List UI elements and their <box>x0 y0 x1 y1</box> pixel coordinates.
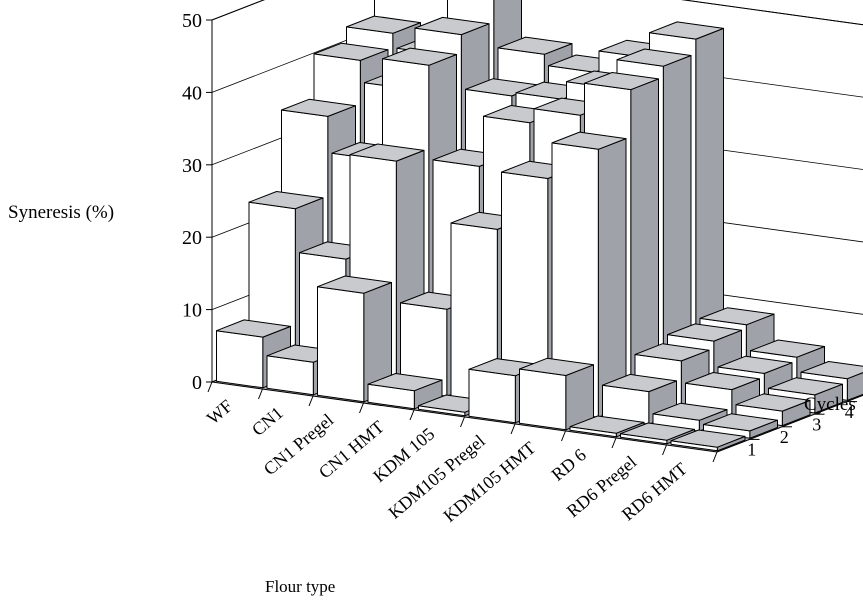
bar-top-face <box>616 48 692 67</box>
bar-top-face <box>652 402 728 421</box>
bar-top-face <box>634 343 710 362</box>
bar-side-face <box>597 138 627 418</box>
bar-top-face <box>649 21 724 40</box>
bar-top-face <box>216 319 291 338</box>
x-tick-mark-1 <box>258 388 263 400</box>
bar-top-face <box>248 191 324 210</box>
z-axis-label: Cycles <box>804 394 856 415</box>
x-tick-mark-2 <box>308 395 314 407</box>
y-tick-label-50: 50 <box>182 10 202 32</box>
x-tick-mark-7 <box>561 430 566 442</box>
bar-top-face <box>281 98 356 117</box>
x-tick-mark-10 <box>712 451 718 463</box>
bar-top-face <box>699 307 775 326</box>
bar-rd6-hmt-cycle-2 <box>703 413 778 439</box>
bar-top-face <box>519 357 594 376</box>
bar-rd6-hmt-cycle-1 <box>670 429 746 452</box>
x-tick-mark-9 <box>662 444 667 456</box>
y-axis-label: Syneresis (%) <box>8 202 114 223</box>
y-tick-label-20: 20 <box>182 227 202 249</box>
bar-top-face <box>717 355 793 374</box>
bar-side-face <box>846 372 863 401</box>
bar-top-face <box>750 339 825 358</box>
z-tick-label-1: 1 <box>747 440 756 460</box>
x-tick-label-rd-6: RD 6 <box>547 445 589 485</box>
x-tick-mark-0 <box>207 381 213 393</box>
x-tick-mark-5 <box>460 416 465 428</box>
y-tick-label-40: 40 <box>182 82 202 104</box>
x-tick-mark-6 <box>510 423 516 435</box>
gridline-back-50 <box>681 0 863 26</box>
bar-top-face <box>685 372 760 391</box>
x-tick-mark-4 <box>409 409 415 421</box>
bar-top-face <box>667 323 742 342</box>
z-tick-label-4: 4 <box>845 402 854 422</box>
bar-top-face <box>497 36 573 55</box>
bar-front-face <box>519 368 567 431</box>
bar-top-face <box>382 47 457 66</box>
bar-front-face <box>317 286 365 403</box>
bar-cn1-pregel-cycle-1 <box>317 275 392 403</box>
x-axis-label: Flour type <box>265 577 335 596</box>
bar-top-face <box>569 415 645 434</box>
bar-top-face <box>317 275 392 294</box>
bar-rd6-pregel-cycle-1 <box>620 422 695 445</box>
gridline-left-50 <box>211 0 265 21</box>
y-tick-label-0: 0 <box>192 372 202 394</box>
bar-top-face <box>703 413 778 432</box>
bar-front-face <box>468 368 516 424</box>
bar-rd-6-cycle-1 <box>569 415 645 438</box>
bar-top-face <box>414 16 490 36</box>
bar-top-face <box>367 373 443 392</box>
x-tick-label-cn1: CN1 <box>248 403 287 440</box>
bar-kdm105-hmt-cycle-2 <box>551 131 627 418</box>
bar-front-face <box>216 330 264 389</box>
x-tick-mark-8 <box>611 437 617 449</box>
bar-top-face <box>800 361 863 380</box>
bar-kdm105-hmt-cycle-1 <box>519 357 594 431</box>
z-tick-label-2: 2 <box>780 427 789 447</box>
bar-top-face <box>620 422 695 441</box>
bar-top-face <box>313 42 389 61</box>
bar-top-face <box>346 15 421 34</box>
y-tick-label-30: 30 <box>182 155 202 177</box>
chart-bars <box>216 0 863 452</box>
y-tick-label-10: 10 <box>182 300 202 322</box>
bar-top-face <box>551 131 627 150</box>
bar-top-face <box>602 373 677 393</box>
bar-top-face <box>735 393 811 412</box>
bar-top-face <box>768 377 843 396</box>
bar-top-face <box>670 429 746 448</box>
bar-top-face <box>584 72 659 91</box>
z-tick-label-3: 3 <box>812 415 821 435</box>
bar-rd6-hmt-cycle-3 <box>735 393 811 427</box>
x-tick-label-wf: WF <box>203 396 237 429</box>
x-tick-mark-3 <box>359 402 364 414</box>
bar-top-face <box>349 143 425 162</box>
